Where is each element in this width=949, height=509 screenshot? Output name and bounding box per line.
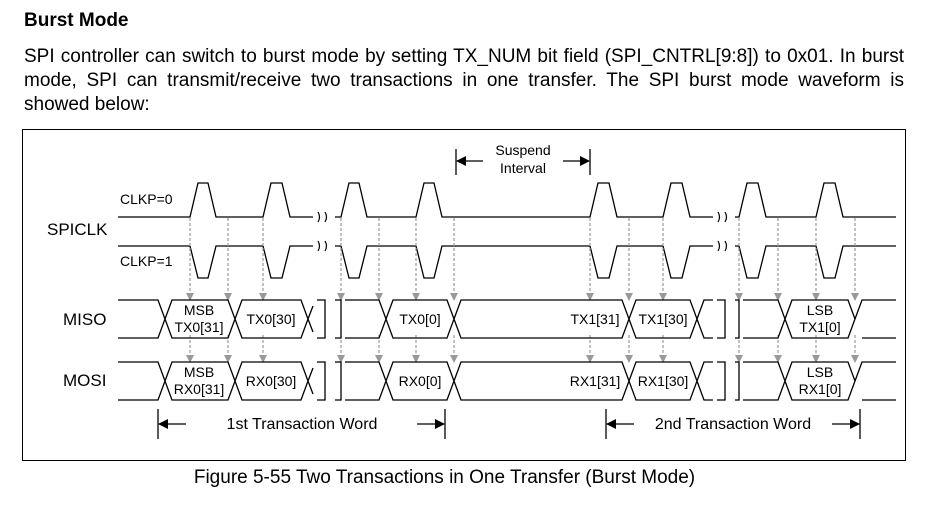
miso-tx0-31-label: TX0[31] [174,319,223,335]
miso-bus [118,299,896,339]
miso-tx1-0-label: TX1[0] [799,319,840,335]
mosi-msb-label: MSB [184,364,214,380]
second-transaction-label: 2nd Transaction Word [655,416,811,433]
miso-tx1-31-label: TX1[31] [570,311,619,327]
miso-tx0-30-label: TX0[30] [246,311,295,327]
clkp0-break-marks [317,211,728,223]
first-transaction-label: 1st Transaction Word [227,416,378,433]
suspend-interval-marker: Suspend Interval [455,142,591,176]
mosi-rx1-31-label: RX1[31] [570,373,621,389]
clkp1-break-marks [317,240,728,252]
clkp1-waveform [118,245,896,279]
mosi-rx1-30-label: RX1[30] [638,373,689,389]
section-heading: Burst Mode [24,10,129,31]
mosi-rx0-0-label: RX0[0] [399,373,442,389]
spiclk-label: SPICLK [47,220,108,239]
miso-label: MISO [63,310,106,329]
figure-caption: Figure 5-55 Two Transactions in One Tran… [193,467,696,488]
suspend-label-line1: Suspend [495,142,550,158]
figure-caption-wrap: Figure 5-55 Two Transactions in One Tran… [0,467,949,489]
miso-tx0-0-label: TX0[0] [399,311,440,327]
mosi-rx1-0-label: RX1[0] [799,381,842,397]
first-transaction-marker: 1st Transaction Word [157,409,446,439]
miso-lsb-label: LSB [807,302,833,318]
burst-mode-waveform: Suspend Interval CLKP=0 CLKP=1 SPICLK MI… [47,142,896,439]
second-transaction-marker: 2nd Transaction Word [605,409,861,439]
clkp0-waveform [118,182,896,218]
clkp0-label: CLKP=0 [120,191,173,207]
sampling-arrows [186,218,859,363]
miso-msb-label: MSB [184,302,214,318]
clkp1-label: CLKP=1 [120,253,173,269]
mosi-lsb-label: LSB [807,364,833,380]
section-paragraph: SPI controller can switch to burst mode … [24,46,904,115]
mosi-rx0-30-label: RX0[30] [246,373,297,389]
mosi-bus [118,361,896,401]
mosi-rx0-31-label: RX0[31] [174,381,225,397]
suspend-label-line2: Interval [500,160,546,176]
mosi-label: MOSI [63,371,106,390]
miso-tx1-30-label: TX1[30] [638,311,687,327]
waveform-figure: Suspend Interval CLKP=0 CLKP=1 SPICLK MI… [22,129,906,461]
